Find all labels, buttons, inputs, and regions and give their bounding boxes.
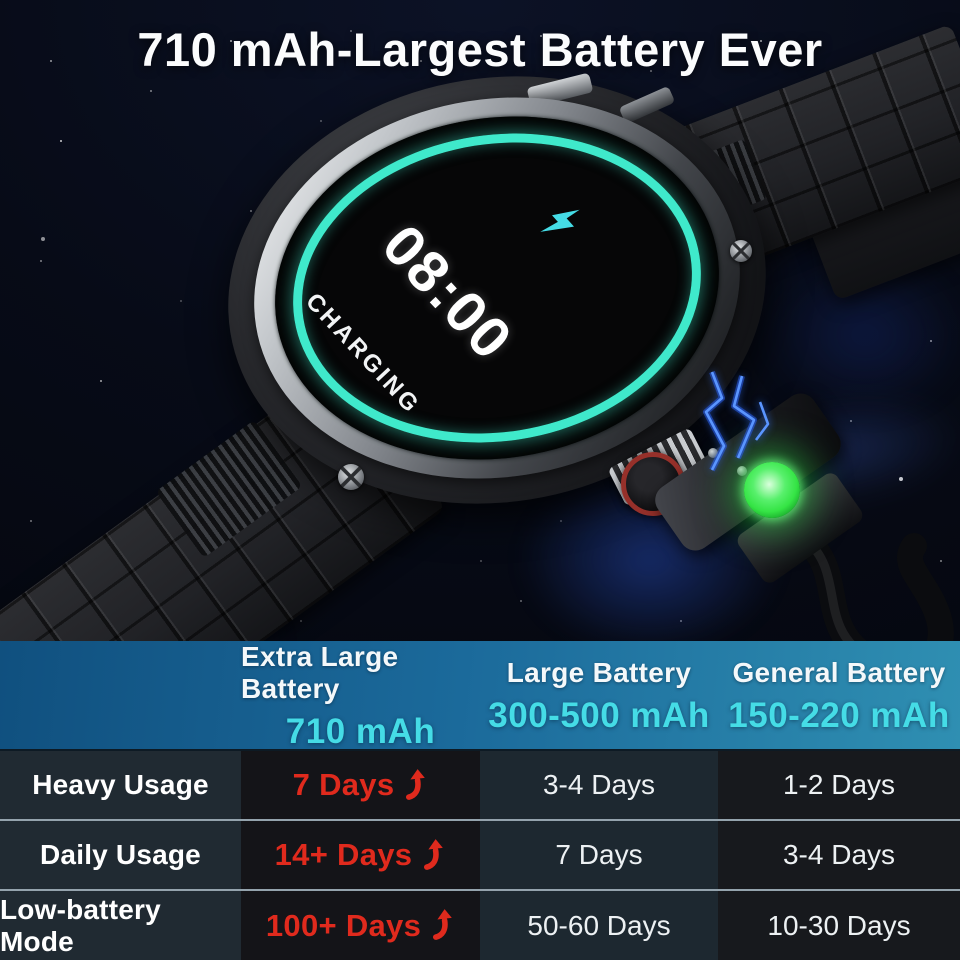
header-general-battery: General Battery 150-220 mAh <box>718 641 960 752</box>
connector-screw-icon <box>708 448 718 458</box>
battery-comparison-table: Extra Large Battery 710 mAh Large Batter… <box>0 641 960 960</box>
row-label: Daily Usage <box>40 839 201 870</box>
up-arrow-icon <box>433 909 452 940</box>
row-label: Low-battery Mode <box>0 893 161 957</box>
table-header: Extra Large Battery 710 mAh Large Batter… <box>0 641 960 752</box>
header-label: Large Battery <box>506 657 692 688</box>
row-label: Heavy Usage <box>32 769 209 800</box>
up-arrow-icon <box>424 838 444 870</box>
featured-value: 7 Days <box>292 767 395 802</box>
cell-value: 50-60 Days <box>527 909 671 941</box>
featured-value: 100+ Days <box>265 907 422 943</box>
header-value: 300-500 mAh <box>488 696 710 735</box>
table-row: Daily Usage 14+ Days 7 Days 3-4 Days <box>0 819 960 889</box>
table-row: Heavy Usage 7 Days 3-4 Days 1-2 Days <box>0 749 960 819</box>
header-label: General Battery <box>732 657 946 688</box>
featured-value: 14+ Days <box>274 837 413 872</box>
header-value: 710 mAh <box>285 712 436 751</box>
table-row: Low-battery Mode 100+ Days 50-60 Days 10… <box>0 889 960 960</box>
cell-value: 10-30 Days <box>767 909 911 941</box>
header-large-battery: Large Battery 300-500 mAh <box>480 641 718 752</box>
connector-screw-icon <box>737 466 747 476</box>
cell-value: 3-4 Days <box>782 839 896 870</box>
starfield-decoration <box>0 0 2 2</box>
page-title: 710 mAh-Largest Battery Ever <box>137 23 823 76</box>
header-spacer <box>0 641 241 752</box>
case-screw-icon <box>730 240 752 262</box>
header-label: Extra Large Battery <box>241 641 399 704</box>
cell-value: 7 Days <box>555 839 643 870</box>
case-screw-icon <box>338 464 364 490</box>
cell-value: 1-2 Days <box>782 769 896 800</box>
header-value: 150-220 mAh <box>728 696 950 735</box>
up-arrow-icon <box>406 768 426 800</box>
cell-value: 3-4 Days <box>542 769 656 800</box>
charging-bolt-icon <box>540 209 580 232</box>
header-extra-large-battery: Extra Large Battery 710 mAh <box>241 641 480 752</box>
green-led-indicator <box>744 462 800 518</box>
